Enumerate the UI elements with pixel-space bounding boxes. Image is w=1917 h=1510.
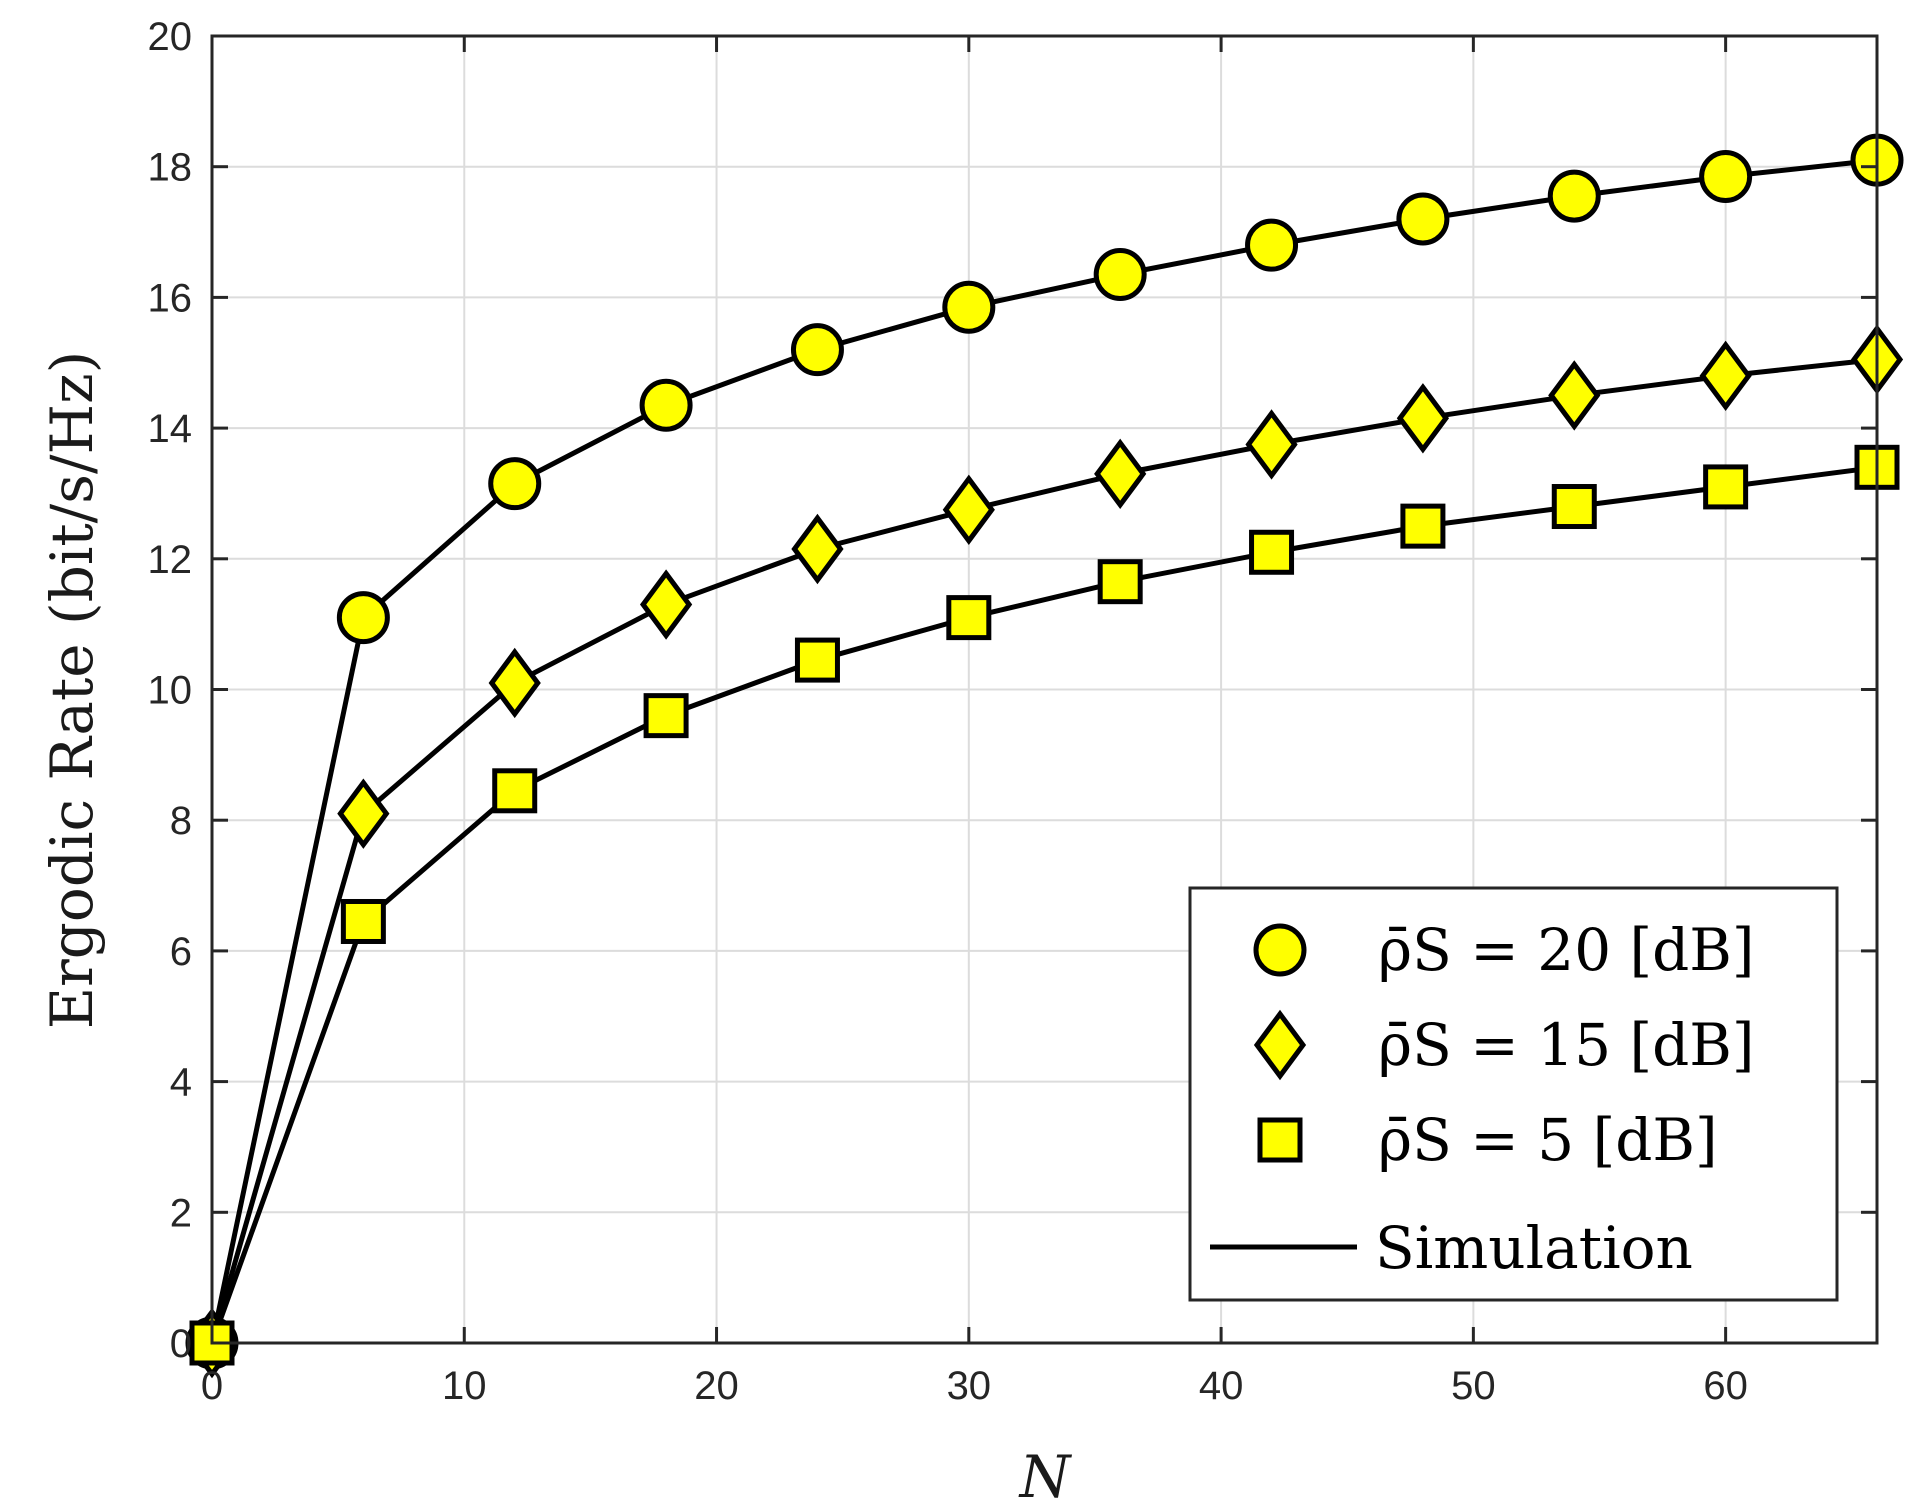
data-point-diamond [942,474,995,545]
data-point-circle [942,280,996,334]
data-point-circle [1547,169,1601,223]
data-point-square [492,768,538,814]
y-tick-label: 10 [148,669,193,713]
legend-marker-square [1257,1117,1303,1163]
x-tick-label: 50 [1451,1364,1496,1408]
data-point-diamond [1245,409,1298,480]
data-point-square [643,693,689,739]
x-tick-label: 30 [947,1364,992,1408]
legend-items: ρ̄S = 20 [dB] ρ̄S = 15 [dB] ρ̄S = 5 [dB] Si… [1210,916,1755,1282]
y-tick-label: 18 [148,146,193,190]
data-point-square [1249,529,1295,575]
data-point-circle [1245,218,1299,272]
x-tick-label: 40 [1199,1364,1244,1408]
data-point-square [1703,464,1749,510]
data-point-diamond [1548,360,1601,431]
legend-marker-circle [1253,923,1307,977]
data-point-square [1097,559,1143,605]
data-point-circle [336,591,390,645]
legend-label: ρ̄S = 20 [dB] [1378,916,1755,984]
data-point-diamond [1396,383,1450,454]
data-point-diamond [488,647,541,719]
y-tick-label: 0 [170,1322,192,1366]
legend-label: ρ̄S = 5 [dB] [1378,1106,1718,1174]
tick-labels: 0 10 20 30 40 50 60 0 2 4 6 8 10 12 14 16 18 20 [148,15,1748,1408]
data-point-circle [1699,150,1753,204]
data-point-circle [488,457,542,511]
data-point-circle [790,323,844,377]
data-point-diamond [1699,340,1752,412]
data-point-circle [1396,192,1450,246]
data-point-square [946,595,992,641]
x-tick-label: 20 [694,1364,739,1408]
legend-label-simulation: Simulation [1375,1214,1693,1282]
legend-label: ρ̄S = 15 [dB] [1378,1011,1755,1079]
data-point-diamond [639,569,693,640]
data-point-circle [639,378,693,432]
data-point-diamond [1094,438,1147,510]
y-tick-label: 20 [148,15,193,59]
grid [212,36,1877,1343]
data-point-square [340,898,386,944]
y-tick-label: 6 [170,930,192,974]
y-tick-label: 12 [148,538,193,582]
legend: ρ̄S = 20 [dB] ρ̄S = 15 [dB] ρ̄S = 5 [dB] Si… [1188,886,1839,1302]
data-point-square [794,637,840,683]
x-tick-label: 10 [442,1364,487,1408]
y-tick-label: 4 [170,1061,192,1105]
series-line-diamond [209,356,1878,1344]
data-point-square [1400,503,1446,549]
data-point-diamond [337,778,390,849]
x-tick-label: 0 [201,1364,223,1408]
y-tick-label: 8 [170,799,192,843]
data-point-diamond [791,513,844,585]
x-tick-label: 60 [1703,1364,1748,1408]
y-axis-label: Ergodic Rate (bit/s/Hz) [38,351,106,1030]
y-tick-label: 2 [170,1191,192,1235]
data-point-circle [1093,248,1147,302]
legend-marker-diamond [1253,1009,1307,1081]
series-line-square [209,464,1878,1344]
y-tick-label: 14 [148,407,193,451]
ticks [210,34,1877,1345]
data-point-square [1551,484,1597,530]
y-tick-label: 16 [148,276,193,320]
x-axis-label: N [1018,1443,1073,1510]
